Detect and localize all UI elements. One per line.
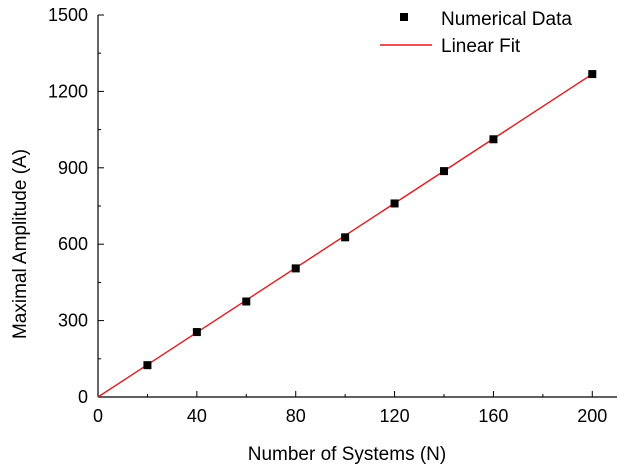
y-tick-label: 600 xyxy=(58,234,88,254)
y-tick-label: 900 xyxy=(58,158,88,178)
data-point xyxy=(390,199,399,208)
x-tick-label: 120 xyxy=(380,406,410,426)
data-point xyxy=(291,264,300,273)
x-axis-title: Number of Systems (N) xyxy=(248,444,446,465)
y-tick-label: 1500 xyxy=(48,5,88,25)
x-tick-label: 160 xyxy=(478,406,508,426)
legend-marker-numerical-data xyxy=(400,13,408,21)
legend-label-numerical-data: Numerical Data xyxy=(441,9,572,30)
data-point xyxy=(143,361,152,370)
legend: Numerical Data Linear Fit xyxy=(380,9,572,57)
x-tick-label: 200 xyxy=(577,406,607,426)
legend-label-linear-fit: Linear Fit xyxy=(441,36,521,57)
data-points xyxy=(143,70,597,370)
data-point xyxy=(341,233,350,242)
data-point xyxy=(242,297,251,306)
y-tick-label: 0 xyxy=(78,387,88,407)
x-tick-label: 0 xyxy=(93,406,103,426)
y-axis-title: Maximal Amplitude (A) xyxy=(10,149,31,339)
data-point xyxy=(588,70,597,79)
data-point xyxy=(440,167,448,176)
y-tick-label: 300 xyxy=(58,311,88,331)
x-tick-label: 80 xyxy=(286,406,306,426)
x-tick-label: 40 xyxy=(187,406,207,426)
axis-ticks: 0 40 80 120 160 200 0 300 600 900 1200 1500 xyxy=(48,5,607,426)
data-point xyxy=(489,135,498,144)
data-point xyxy=(192,328,201,337)
axes xyxy=(97,15,617,398)
y-tick-label: 1200 xyxy=(48,81,88,101)
